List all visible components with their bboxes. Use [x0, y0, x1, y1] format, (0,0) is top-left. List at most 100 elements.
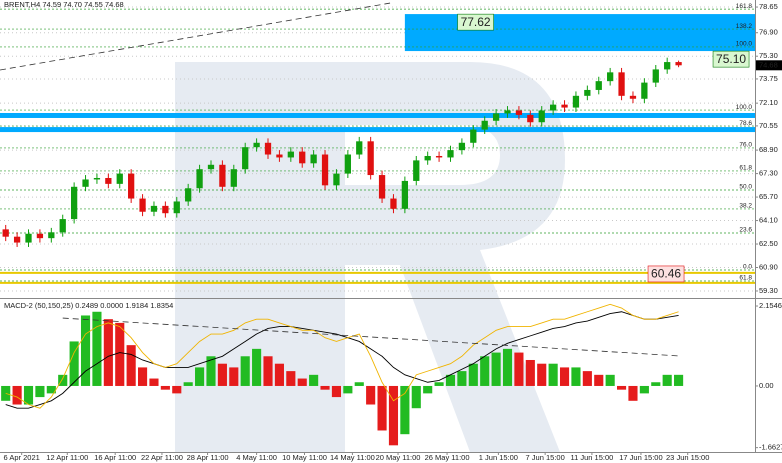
y-tick-label: 67.30 — [759, 169, 778, 178]
candle-body — [390, 198, 397, 209]
candle-body — [401, 180, 409, 209]
histogram-bar — [537, 363, 547, 386]
candle-body — [652, 69, 659, 83]
candle-body — [595, 81, 602, 90]
candle-body — [116, 173, 123, 184]
x-tick-label: 14 May 11:00 — [330, 453, 375, 462]
x-tick-label: 6 Apr 2021 — [4, 453, 40, 462]
x-tick-label: 20 May 11:00 — [376, 453, 421, 462]
candle-body — [607, 72, 614, 82]
x-tick-label: 17 Jun 15:00 — [619, 453, 662, 462]
histogram-bar — [240, 356, 250, 386]
candle-body — [276, 154, 283, 158]
candle-body — [48, 232, 55, 239]
price-label-box — [712, 50, 750, 68]
histogram-bar — [548, 363, 558, 386]
histogram-bar — [423, 385, 433, 394]
histogram-bar — [354, 382, 364, 386]
candle-body — [13, 236, 21, 243]
x-tick-label: 11 Jun 15:00 — [570, 453, 613, 462]
candle-body — [378, 175, 386, 199]
candle-body — [128, 173, 135, 199]
histogram-bar — [23, 385, 34, 405]
y-tick-label: 64.10 — [759, 216, 778, 225]
histogram-bar — [400, 385, 410, 435]
histogram-bar — [480, 356, 490, 386]
histogram-bar — [331, 385, 342, 398]
candle-body — [492, 113, 500, 121]
histogram-bar — [639, 385, 649, 394]
candle-body — [481, 120, 488, 130]
fibo-label: 161.8 — [736, 3, 753, 10]
watermark-stem — [175, 62, 345, 452]
histogram-bar — [605, 374, 615, 386]
candle-body — [264, 142, 272, 155]
candle-body — [344, 154, 351, 174]
candle-body — [424, 155, 431, 161]
histogram-bar — [274, 363, 284, 386]
histogram-bar — [58, 374, 68, 386]
histogram-bar — [149, 378, 159, 386]
histogram-bar — [252, 348, 262, 386]
chart-title: BRENT,H4 74.59 74.70 74.55 74.68 — [4, 0, 124, 9]
candle-body — [356, 141, 363, 155]
candle-body — [25, 233, 32, 243]
indicator-title: MACD-2 (50,150,25) 0.2489 0.0000 1.9184 … — [4, 301, 173, 310]
histogram-bar — [559, 367, 570, 386]
last-price-label: 74.68 — [759, 60, 778, 69]
candle-body — [196, 169, 203, 189]
candle-body — [675, 62, 682, 66]
y-tick-label: 78.65 — [759, 2, 778, 11]
y-tick-label: 65.70 — [759, 192, 778, 201]
candle-body — [253, 142, 260, 148]
candle-body — [310, 154, 317, 164]
candle-body — [538, 110, 545, 123]
histogram-bar — [172, 385, 182, 394]
x-tick-label: 12 Apr 11:00 — [46, 453, 88, 462]
histogram-bar — [377, 385, 387, 431]
histogram-bar — [46, 385, 56, 394]
fibo-label: 23.6 — [739, 227, 752, 234]
x-tick-label: 26 May 11:00 — [425, 453, 470, 462]
y-tick-label: 73.75 — [759, 74, 778, 83]
candle-body — [2, 229, 9, 237]
histogram-bar — [206, 356, 216, 386]
histogram-bar — [297, 378, 307, 386]
histogram-bar — [502, 348, 513, 386]
candle-body — [93, 177, 101, 180]
candle-body — [287, 151, 294, 158]
candle-body — [413, 160, 420, 181]
fibo-label: 138.2 — [736, 23, 753, 30]
x-tick-label: 22 Apr 11:00 — [141, 453, 183, 462]
candle-body — [242, 147, 249, 170]
histogram-bar — [320, 385, 330, 390]
histogram-bar — [103, 319, 113, 386]
fibo-label: 76.0 — [739, 142, 752, 149]
histogram-bar — [594, 374, 604, 386]
histogram-bar — [525, 359, 535, 386]
candle-body — [641, 82, 648, 99]
y-tick-label: -1.6627 — [759, 443, 782, 452]
x-tick-label: 4 May 11:00 — [236, 453, 277, 462]
y-tick-label: 60.90 — [759, 262, 778, 271]
fibo-label: 0.0 — [743, 264, 752, 271]
candle-body — [515, 110, 523, 115]
histogram-bar — [183, 382, 193, 386]
candle-body — [333, 173, 340, 186]
histogram-bar — [309, 374, 319, 386]
histogram-bar — [674, 374, 684, 386]
fibo-label: 100.0 — [736, 104, 753, 111]
y-tick-label: 75.30 — [759, 51, 778, 60]
histogram-bar — [263, 356, 273, 386]
histogram-bar — [92, 311, 102, 386]
candle-body — [70, 186, 78, 220]
price-label: 77.62 — [461, 15, 491, 29]
x-tick-label: 7 Jun 15:00 — [526, 453, 565, 462]
histogram-bar — [434, 382, 444, 386]
x-tick-label: 1 Jun 15:00 — [479, 453, 518, 462]
x-tick-label: 16 Apr 11:00 — [94, 453, 136, 462]
fibo-label: 100.0 — [736, 41, 753, 48]
candle-body — [185, 188, 192, 202]
histogram-bar — [411, 385, 421, 409]
